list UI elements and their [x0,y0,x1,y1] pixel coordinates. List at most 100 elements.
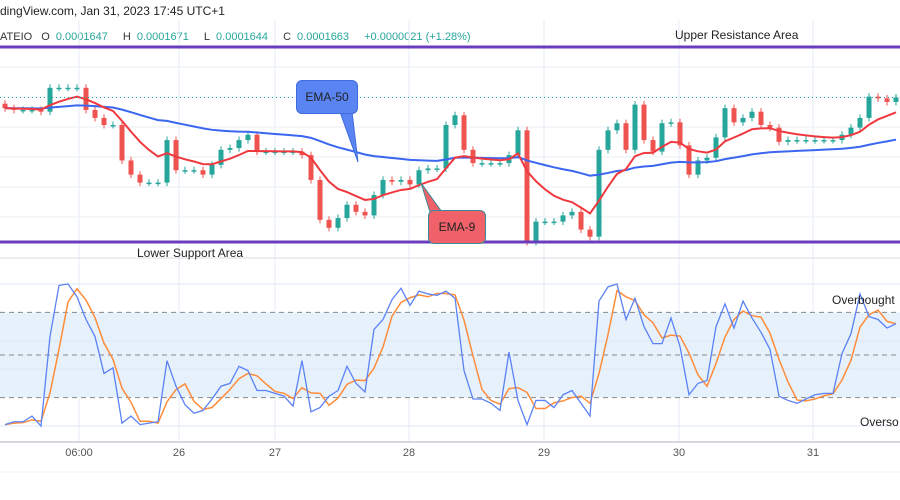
candle-down [2,103,8,109]
candle-down [119,125,125,161]
close-value: 0.0001663 [297,31,350,43]
candle-down [731,108,737,123]
candle-up [29,109,35,112]
candle-down [578,211,584,230]
low-label: L [203,31,211,43]
candle-up [632,104,638,150]
candle-up [704,157,710,161]
candle-down [677,122,683,146]
candle-down [326,219,332,228]
candle-up [155,182,161,185]
low-value: 0.0001644 [216,31,269,43]
candle-down [353,204,359,212]
candle-up [488,163,494,165]
candle-down [101,117,107,125]
candle-down [92,109,98,118]
candle-up [515,130,521,156]
candle-up [749,111,755,118]
close-label: C [283,31,292,43]
candle-down [641,104,647,141]
candle-up [146,182,152,185]
stoch-k-line [4,283,897,428]
candle-up [110,125,116,127]
candle-down [758,111,764,125]
candle-up [371,195,377,216]
candle-up [164,140,170,183]
candle-up [569,211,575,216]
candle-up [560,215,566,222]
ema9-callout: EMA-9 [428,210,486,244]
time-tick-label: 27 [268,447,282,459]
candle-down [200,170,206,175]
candle-up [245,134,251,141]
candle-up [434,168,440,170]
candle-down [407,179,413,185]
candle-up [722,108,728,138]
candle-up [236,140,242,149]
candle-down [875,96,881,99]
source-line: dingView.com, Jan 31, 2023 17:45 UTC+1 [0,4,225,18]
ema50-line [4,104,897,177]
open-label: O [41,31,50,43]
candle-up [479,163,485,165]
candle-down [137,174,143,183]
ema50-callout-pointer [339,111,359,163]
change-value: +0.0000021 (+1.28%) [364,31,471,43]
candle-down [767,125,773,128]
ema9-line [4,95,897,215]
ema50-callout: EMA-50 [296,80,358,114]
candle-up [380,179,386,196]
high-value: 0.0001671 [136,31,189,43]
candle-up [452,115,458,125]
candle-up [866,96,872,118]
candle-down [461,115,467,150]
candle-up [596,149,602,237]
open-value: 0.0001647 [55,31,108,43]
candle-down [470,149,476,164]
candle-down [389,179,395,182]
candle-up [227,148,233,150]
candle-up [803,140,809,142]
candle-up [857,117,863,128]
candle-down [650,140,656,152]
candle-up [542,221,548,224]
candle-up [659,123,665,152]
candle-up [785,140,791,142]
candle-up [65,87,71,90]
candle-up [614,123,620,131]
candle-up [272,151,278,154]
candle-up [416,170,422,185]
candle-up [218,149,224,165]
candle-up [668,122,674,124]
overbought-label: Overbought [832,293,895,307]
time-tick-label: 28 [402,447,416,459]
candle-up [209,164,215,175]
candle-up [182,170,188,172]
candle-up [551,221,557,224]
high-label: H [122,31,131,43]
candle-up [497,163,503,165]
candle-down [362,211,368,216]
candle-up [344,204,350,219]
candle-up [425,168,431,171]
candle-up [47,87,53,112]
candle-up [74,87,80,90]
candle-up [848,127,854,135]
candle-down [299,151,305,156]
candle-down [38,109,44,112]
time-tick-label: 29 [537,447,551,459]
candle-down [587,229,593,237]
candle-up [281,151,287,154]
time-tick-label: 30 [672,447,686,459]
upper-resistance-label: Upper Resistance Area [675,28,799,42]
candle-up [335,218,341,228]
candle-up [695,160,701,175]
candle-down [524,130,530,242]
candle-down [776,127,782,142]
candle-up [20,109,26,112]
candle-up [56,87,62,90]
candle-down [623,123,629,150]
candle-down [686,145,692,175]
symbol: ATEIO [0,31,33,43]
